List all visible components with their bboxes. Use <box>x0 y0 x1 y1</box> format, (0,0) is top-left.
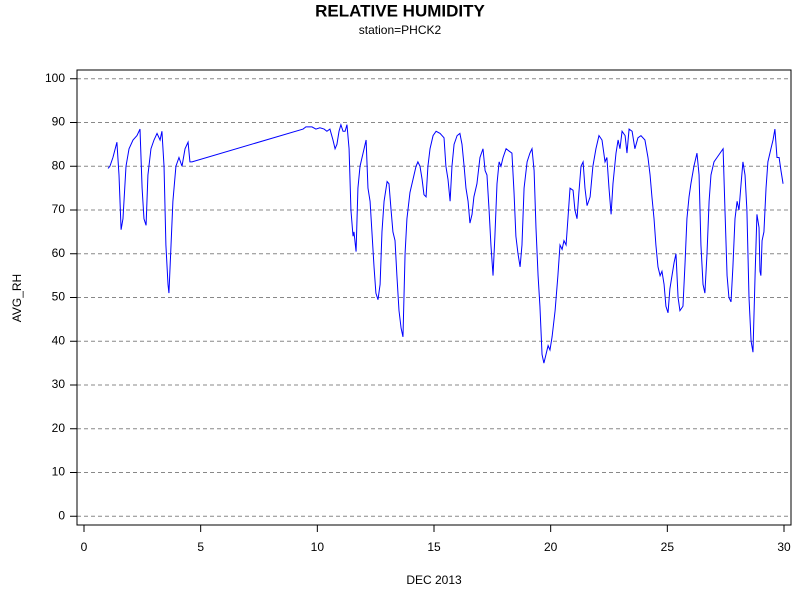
y-tick-label: 20 <box>52 421 66 435</box>
y-axis-label: AVG_RH <box>10 274 24 322</box>
y-tick-label: 30 <box>52 377 66 391</box>
data-line <box>107 122 784 364</box>
x-tick-label: 0 <box>81 540 88 554</box>
x-tick-label: 25 <box>661 540 675 554</box>
x-axis-label: DEC 2013 <box>406 573 462 587</box>
y-tick-label: 60 <box>52 246 66 260</box>
x-tick-label: 10 <box>311 540 325 554</box>
x-tick-label: 30 <box>777 540 791 554</box>
y-tick-label: 10 <box>52 465 66 479</box>
chart-title: RELATIVE HUMIDITY <box>315 1 485 20</box>
y-tick-label: 100 <box>45 71 65 85</box>
y-tick-label: 70 <box>52 202 66 216</box>
x-tick-label: 20 <box>544 540 558 554</box>
x-tick-label: 15 <box>427 540 441 554</box>
plot-frame <box>76 69 792 526</box>
chart-subtitle: station=PHCK2 <box>359 23 442 37</box>
y-tick-label: 40 <box>52 333 66 347</box>
y-tick-label: 80 <box>52 158 66 172</box>
y-tick-label: 0 <box>58 508 65 522</box>
y-tick-label: 50 <box>52 290 66 304</box>
y-tick-label: 90 <box>52 115 66 129</box>
x-tick-label: 5 <box>197 540 204 554</box>
